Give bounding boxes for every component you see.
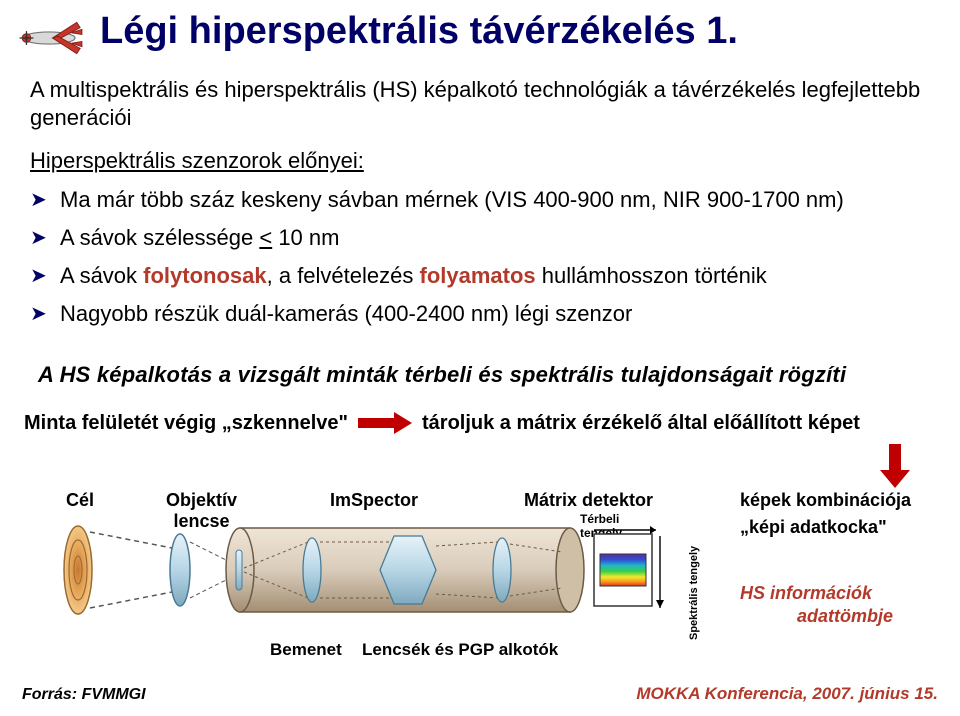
right-k1: képek kombinációja (740, 490, 950, 511)
bullet-item: Nagyobb részük duál-kamerás (400-2400 nm… (30, 300, 930, 328)
label-spektralis: Spektrális tengely (688, 546, 700, 640)
text: A sávok szélessége (60, 225, 259, 250)
label-lencsek: Lencsék és PGP alkotók (362, 640, 558, 660)
label-bemenet: Bemenet (270, 640, 342, 660)
right-hs: HS információk adattömbje (740, 582, 950, 627)
bullet-item: A sávok folytonosak, a felvételezés foly… (30, 262, 930, 290)
bullet-item: A sávok szélessége < 10 nm (30, 224, 930, 252)
text: < (259, 225, 272, 250)
emphasis: folyamatos (420, 263, 536, 288)
subheading: Hiperspektrális szenzorok előnyei: (30, 148, 364, 174)
text: A sávok (60, 263, 143, 288)
airplane-icon (14, 12, 84, 64)
text: HS információk (740, 582, 950, 605)
right-k2: „képi adatkocka" (740, 517, 950, 538)
text: 10 nm (272, 225, 339, 250)
intro-paragraph: A multispektrális és hiperspektrális (HS… (30, 76, 930, 131)
summary-line: A HS képalkotás a vizsgált minták térbel… (38, 362, 938, 388)
scan-right: tároljuk a mátrix érzékelő által előállí… (422, 412, 860, 435)
text: adattömbje (740, 605, 950, 628)
text: hullámhosszon történik (536, 263, 767, 288)
arrow-down-icon (880, 444, 910, 496)
right-column: képek kombinációja „képi adatkocka" HS i… (740, 490, 950, 627)
page-title: Légi hiperspektrális távérzékelés 1. (100, 10, 738, 53)
optics-diagram (60, 500, 720, 660)
emphasis: folytonosak (143, 263, 266, 288)
scan-left: Minta felületét végig „szkennelve" (24, 412, 348, 435)
scan-row: Minta felületét végig „szkennelve" tárol… (24, 410, 936, 436)
footer-label: MOKKA Konferencia, 2007. június 15. (636, 684, 938, 704)
bullet-item: Ma már több száz keskeny sávban mérnek (… (30, 186, 930, 214)
source-label: Forrás: FVMMGI (22, 686, 146, 704)
bullet-list: Ma már több száz keskeny sávban mérnek (… (30, 186, 930, 339)
arrow-right-icon (358, 410, 412, 436)
text: , a felvételezés (267, 263, 420, 288)
